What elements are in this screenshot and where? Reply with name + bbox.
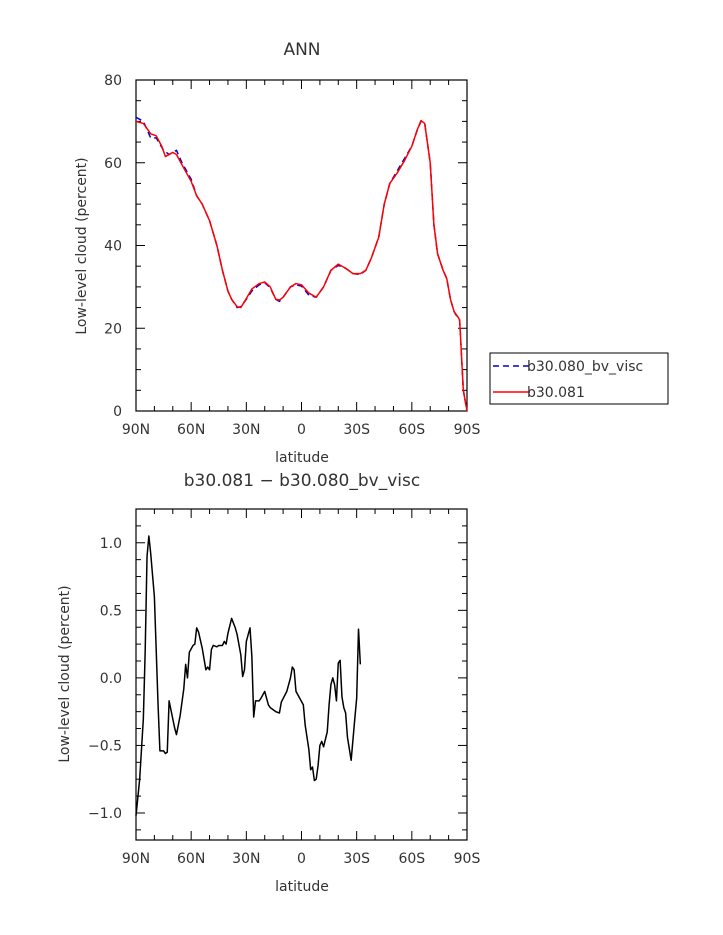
x-tick-label: 90S <box>454 851 481 867</box>
y-tick-label: 20 <box>104 321 122 337</box>
bottom-x-axis-label: latitude <box>275 879 329 895</box>
top-series-layer <box>135 116 468 412</box>
top-panel: ANN 90N 60N 30N 0 30S 60S 90S 0 20 40 60 80 latitu… <box>74 40 480 466</box>
top-y-axis-label: Low-level cloud (percent) <box>74 157 90 334</box>
y-tick-label: −1.0 <box>88 806 122 822</box>
bottom-plot-frame <box>135 508 468 841</box>
y-tick-label: 60 <box>104 156 122 172</box>
top-x-axis-label: latitude <box>275 450 329 466</box>
x-tick-label: 0 <box>297 851 306 867</box>
y-tick-label: −0.5 <box>88 738 122 754</box>
x-tick-label: 60S <box>398 422 425 438</box>
bottom-y-axis-label: Low-level cloud (percent) <box>57 585 73 762</box>
series-line-1-0 <box>135 535 362 816</box>
x-tick-label: 90N <box>122 422 150 438</box>
x-tick-label: 90N <box>122 851 150 867</box>
y-tick-label: 0 <box>113 404 122 420</box>
series-line-0-0 <box>135 116 468 412</box>
legend: b30.080_bv_visc b30.081 <box>489 352 669 405</box>
bottom-y-axis: −1.0 −0.5 0.0 0.5 1.0 <box>88 508 467 831</box>
top-x-axis: 90N 60N 30N 0 30S 60S 90S <box>122 80 481 438</box>
x-tick-label: 0 <box>297 422 306 438</box>
x-tick-label: 60N <box>177 851 205 867</box>
y-tick-label: 0.0 <box>100 671 122 687</box>
y-tick-label: 80 <box>104 73 122 89</box>
y-tick-label: 0.5 <box>100 603 122 619</box>
legend-box <box>489 352 669 405</box>
bottom-chart-title: b30.081 − b30.080_bv_visc <box>184 471 420 491</box>
series-line-0-1 <box>135 119 468 412</box>
x-tick-label: 30N <box>232 422 260 438</box>
legend-label-b30-080: b30.080_bv_visc <box>527 359 643 375</box>
x-tick-label: 90S <box>454 422 481 438</box>
bottom-panel: b30.081 − b30.080_bv_visc 90N 60N 30N 0 30S 6… <box>57 471 480 895</box>
legend-label-b30-081: b30.081 <box>527 385 585 401</box>
x-tick-label: 30S <box>343 422 370 438</box>
x-tick-label: 60S <box>398 851 425 867</box>
x-tick-label: 30N <box>232 851 260 867</box>
top-chart-title: ANN <box>283 40 320 60</box>
bottom-x-axis: 90N 60N 30N 0 30S 60S 90S <box>122 509 481 867</box>
x-tick-label: 60N <box>177 422 205 438</box>
top-y-axis: 0 20 40 60 80 <box>104 73 467 420</box>
y-tick-label: 1.0 <box>100 536 122 552</box>
y-tick-label: 40 <box>104 239 122 255</box>
x-tick-label: 30S <box>343 851 370 867</box>
bottom-series-layer <box>135 535 362 816</box>
